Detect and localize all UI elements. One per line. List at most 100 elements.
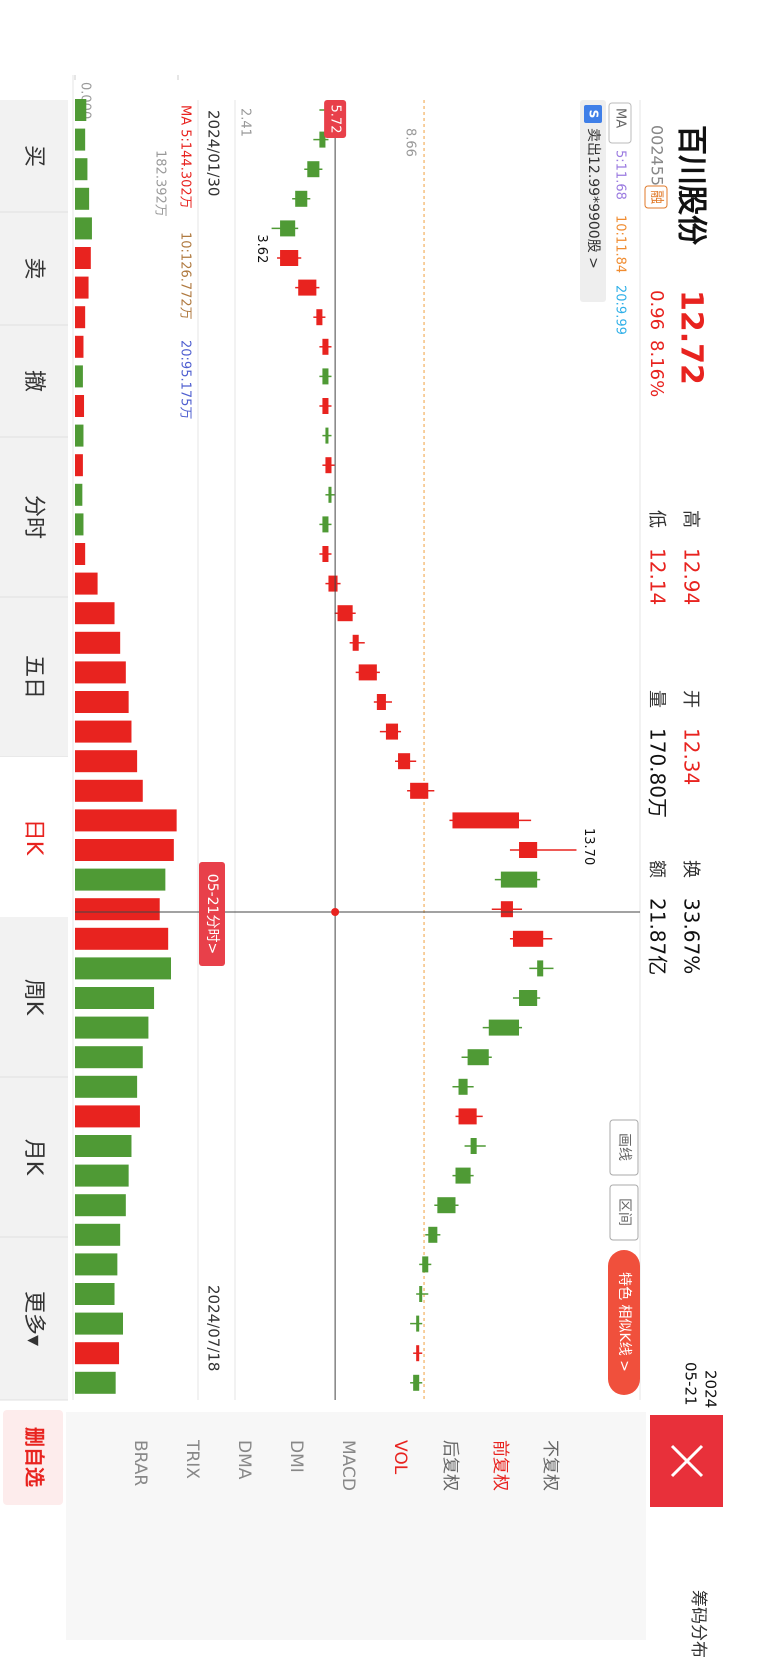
candle-body [376,694,386,710]
candle-body [500,871,538,888]
tab[interactable]: 更多▾ [21,1291,46,1346]
ma-20: 20:9.99 [613,285,628,335]
trade-note-box[interactable] [580,100,606,302]
volume-bar [74,217,92,240]
ma-box [608,102,632,144]
trade-note[interactable]: 卖出12.99*9900股 > [585,128,601,269]
adjust-option[interactable]: 前复权 [490,1440,510,1491]
candle-body [337,605,353,622]
volume-bar [74,661,126,684]
volume-bar [75,365,83,388]
remove-button-bg[interactable] [3,1410,63,1505]
stat-label: 低 [646,510,667,528]
candle-body [458,1108,477,1125]
indicator-option[interactable]: DMI [286,1440,306,1473]
volume-bar [75,750,138,773]
end-date: 2024/07/18 [205,1285,223,1371]
volume-bar [74,158,88,181]
feature-button-bg[interactable] [608,1250,640,1395]
indicator-option[interactable]: TRIX [182,1439,202,1479]
candle-body [416,1345,420,1362]
candle-body [519,990,538,1006]
tool[interactable]: 区间 [616,1198,632,1226]
volume-bar [74,335,84,358]
feature-button[interactable]: 特色 相似K线 > [616,1272,633,1372]
candle-body [322,368,329,385]
crosshair-date[interactable]: 05-21分时> [204,874,220,954]
volume-bar [74,1283,115,1305]
volume-bar [75,868,166,891]
crosshair-date-box[interactable] [199,862,225,966]
indicator-option[interactable]: DMA [234,1440,254,1480]
tool-box[interactable] [609,1119,639,1176]
crosshair-price: 5.72 [328,105,343,134]
volume-bar [74,306,86,329]
candle-body [428,1226,438,1243]
indicator-option[interactable]: MACD [338,1440,358,1491]
volume-bar [74,483,83,506]
crosshair-dot [331,908,340,916]
volume-bar [74,247,91,269]
tab[interactable]: 月K [21,1139,46,1176]
candle-body [413,1374,420,1391]
trade-badge-box [584,105,602,123]
vol-ma-20: 20:95.175万 [178,340,193,419]
adjust-option[interactable]: 不复权 [540,1440,560,1491]
candle-body [322,546,329,562]
candle-body [280,250,299,266]
volume-bar [75,957,172,980]
tab[interactable]: 撤 [21,370,46,392]
high-label: 13.70 [581,828,596,865]
side-list [66,1412,646,1640]
tool-box[interactable] [609,1184,639,1241]
volume-bar [75,1135,132,1157]
candle-body [470,1138,477,1154]
volume-bar [74,1253,118,1276]
tab[interactable]: 卖 [21,257,46,279]
stat-value: 12.14 [646,548,670,605]
indicator-option[interactable]: BRAR [130,1440,150,1486]
candle-body [422,1256,429,1273]
candle-body [519,842,538,858]
low-label: 3.62 [254,234,269,263]
volume-bar [74,395,85,417]
indicator-option[interactable]: VOL [390,1440,410,1475]
volume-bar [74,927,169,950]
close-icon [670,1444,704,1478]
stat-value: 12.94 [680,548,704,605]
volume-bar [74,1046,143,1069]
tool[interactable]: 画线 [616,1133,632,1161]
y-tick-label: 2.41 [238,108,253,137]
volume-bar [75,454,83,477]
tab[interactable]: 五日 [21,655,46,699]
tab[interactable]: 买 [21,145,46,167]
candle-body [385,723,399,740]
change: 0.96 [646,290,667,330]
vol-ma-5: MA 5:144.302万 [178,105,193,209]
remove-button[interactable]: 删自选 [23,1427,47,1487]
ma-10: 10:11.84 [613,215,628,273]
volume-bar [75,691,129,713]
candle-body [352,634,359,651]
candle-body [322,398,329,414]
stat-value: 170.80万 [646,728,670,818]
volume-bar [75,1223,121,1246]
tab[interactable]: 日K [21,819,46,856]
adjust-option[interactable]: 后复权 [440,1440,460,1491]
volume-bar [74,1194,126,1217]
stat-value: 33.67% [680,898,704,974]
volume-bar [74,543,86,565]
active-tab [0,757,68,917]
volume-bar [74,898,160,921]
y-tick-label: 8.66 [403,128,418,157]
volume-bar [74,187,90,210]
candle-body [437,1197,456,1214]
ma-label: MA [613,108,628,128]
candle-body [322,516,329,533]
candle-body [325,427,329,444]
vol-tick-label: 182.392万 [153,150,168,217]
tab[interactable]: 分时 [21,495,46,539]
volume-bar [75,987,155,1009]
tab[interactable]: 周K [21,979,46,1016]
volume-bar [75,839,174,861]
